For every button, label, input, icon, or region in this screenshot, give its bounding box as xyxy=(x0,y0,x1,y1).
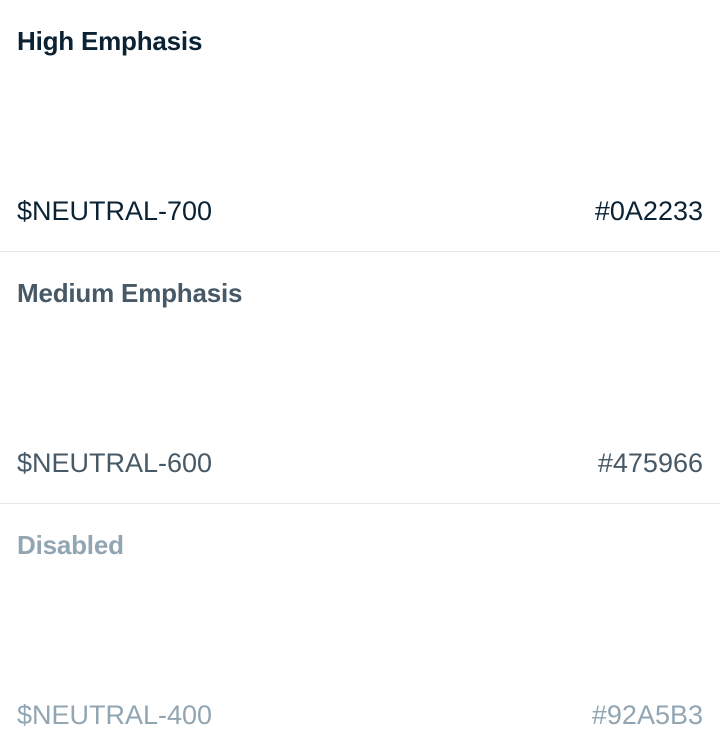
swatch-medium-emphasis: Medium Emphasis $NEUTRAL-600 #475966 xyxy=(0,252,720,504)
swatch-title: High Emphasis xyxy=(17,26,203,56)
swatch-disabled: Disabled $NEUTRAL-400 #92A5B3 xyxy=(0,504,720,756)
swatch-hex-value: #92A5B3 xyxy=(591,700,703,730)
swatch-token-name: $NEUTRAL-700 xyxy=(17,196,213,226)
swatch-title: Disabled xyxy=(17,530,124,560)
swatch-hex-value: #475966 xyxy=(597,448,703,478)
swatch-hex-value: #0A2233 xyxy=(594,196,703,226)
swatch-title: Medium Emphasis xyxy=(17,278,243,308)
swatch-token-name: $NEUTRAL-600 xyxy=(17,448,213,478)
swatch-high-emphasis: High Emphasis $NEUTRAL-700 #0A2233 xyxy=(0,0,720,252)
swatch-token-name: $NEUTRAL-400 xyxy=(17,700,213,730)
